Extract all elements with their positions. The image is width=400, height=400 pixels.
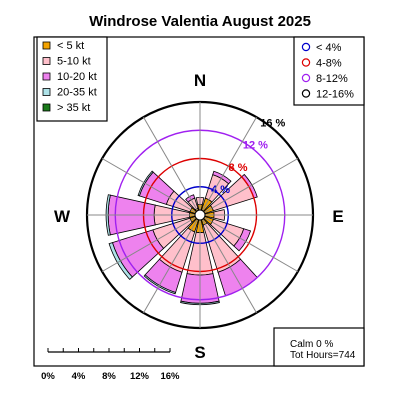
ring-legend: < 4% 4-8% 8-12% 12-16% <box>301 42 354 101</box>
spoke-240 <box>101 214 201 272</box>
sector-300-band-3 <box>137 170 154 197</box>
compass-label-east: E <box>332 207 343 226</box>
spoke-300 <box>101 158 201 216</box>
ring-label-16: 16 % <box>260 117 285 129</box>
scale-bar-label-1: 4% <box>72 371 86 382</box>
spoke-330 <box>143 116 201 216</box>
total-hours-text: Tot Hours=744 <box>290 350 356 361</box>
ring-label-8: 8 % <box>229 162 248 174</box>
ring-label-12: 12 % <box>243 140 268 152</box>
calm-info-box <box>273 327 365 367</box>
spoke-60 <box>199 158 299 216</box>
calm-center-circle <box>194 209 206 221</box>
speed-legend-swatch-3 <box>42 88 51 96</box>
compass-label-south: S <box>194 343 205 362</box>
speed-legend-label-1: 5-10 kt <box>57 56 91 68</box>
sector-240-band-3 <box>108 242 133 280</box>
speed-legend-label-3: 20-35 kt <box>57 87 97 99</box>
scale-bar-label-0: 0% <box>41 371 55 382</box>
compass-label-north: N <box>194 71 206 90</box>
plot-frame <box>33 36 365 367</box>
calm-text: Calm 0 % <box>290 339 333 350</box>
ring-legend-box <box>293 36 365 106</box>
ring-legend-label-3: 12-16% <box>316 89 354 101</box>
spoke-30 <box>199 116 257 216</box>
speed-legend-swatch-1 <box>42 57 51 65</box>
scale-bar: 0% 4% 8% 12% 16% <box>41 348 180 382</box>
ring-legend-marker-3 <box>301 89 311 98</box>
speed-legend-swatch-2 <box>42 72 51 81</box>
speed-legend-label-2: 10-20 kt <box>57 71 97 83</box>
scale-bar-label-2: 8% <box>102 371 116 382</box>
direction-spokes <box>87 102 313 328</box>
ring-legend-marker-0 <box>301 42 311 52</box>
scale-bar-label-4: 16% <box>160 371 180 382</box>
compass-label-west: W <box>54 207 71 226</box>
ring-legend-label-0: < 4% <box>316 42 342 54</box>
ring-legend-label-2: 8-12% <box>316 73 348 85</box>
ring-legend-marker-2 <box>301 73 311 83</box>
sector-210-band-3 <box>143 274 177 295</box>
speed-legend-swatch-4 <box>42 103 51 112</box>
speed-legend-swatch-0 <box>42 41 51 50</box>
sector-180-band-3 <box>180 300 220 306</box>
ring-legend-marker-1 <box>301 58 311 67</box>
sector-270-band-3 <box>105 194 111 236</box>
spoke-120 <box>199 214 299 272</box>
spoke-210 <box>143 214 201 314</box>
spoke-150 <box>199 214 257 314</box>
speed-legend-label-4: > 35 kt <box>57 102 90 114</box>
speed-legend-label-0: < 5 kt <box>57 40 84 52</box>
scale-bar-label-3: 12% <box>130 371 150 382</box>
chart-title: Windrose Valentia August 2025 <box>89 13 311 30</box>
ring-legend-label-1: 4-8% <box>316 58 342 70</box>
speed-legend: < 5 kt 5-10 kt 10-20 kt 20-35 kt > 35 kt <box>42 40 97 114</box>
